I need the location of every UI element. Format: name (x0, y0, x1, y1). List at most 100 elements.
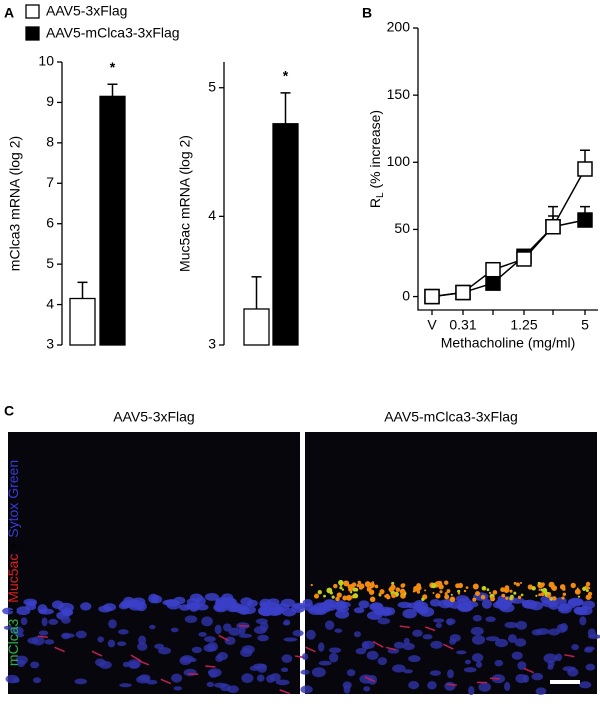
fiber (91, 650, 103, 657)
y-label-main: R (367, 198, 383, 208)
nucleus (548, 602, 559, 610)
nucleus (455, 595, 470, 603)
nucleus (154, 643, 165, 650)
fiber (279, 689, 290, 695)
granule (416, 590, 421, 594)
series-line (431, 219, 586, 298)
stain-label: mClca3 + Muc5ac + Sytox Green (5, 460, 21, 666)
nucleus (366, 650, 379, 660)
granule (457, 589, 461, 593)
y-tick-label: 200 (387, 19, 411, 35)
nucleus (579, 681, 592, 689)
granule (343, 580, 350, 587)
x-tick-label: 5 (581, 317, 589, 333)
nucleus (108, 619, 117, 629)
x-tick-label: 0.31 (449, 317, 476, 333)
y-tick-label: 9 (46, 93, 54, 109)
nucleus (195, 596, 206, 606)
nucleus (44, 639, 55, 645)
granule (531, 586, 536, 591)
granule (379, 589, 385, 595)
nucleus (475, 661, 483, 668)
nucleus (260, 603, 274, 612)
nucleus (470, 626, 484, 636)
stain-part: + (5, 538, 21, 554)
granule (587, 591, 593, 597)
nucleus (478, 682, 492, 692)
nucleus (15, 655, 28, 665)
nucleus (103, 603, 117, 612)
nucleus (61, 632, 71, 640)
granule (472, 583, 479, 590)
nucleus (75, 630, 87, 639)
granule (369, 596, 376, 603)
y-tick-label: 5 (208, 78, 216, 94)
nucleus (535, 687, 547, 695)
nucleus (149, 624, 156, 630)
nucleus (338, 601, 351, 608)
nucleus (253, 626, 267, 635)
nucleus (547, 665, 554, 670)
nucleus (80, 602, 92, 611)
y-tick-label: 0 (402, 287, 410, 303)
nucleus (384, 607, 396, 616)
nucleus (377, 617, 391, 625)
nucleus (48, 618, 59, 626)
nucleus (117, 641, 127, 647)
fiber (385, 646, 397, 651)
nucleus (403, 669, 413, 674)
granule (538, 593, 542, 597)
fiber (523, 667, 535, 674)
nucleus (283, 637, 298, 642)
nucleus (213, 602, 229, 613)
nucleus (511, 651, 523, 660)
nucleus (98, 660, 112, 669)
granule (444, 594, 450, 600)
granule (509, 589, 513, 593)
nucleus (555, 597, 567, 606)
nucleus (343, 684, 351, 694)
granule (449, 596, 456, 603)
nucleus (522, 674, 530, 683)
granule (500, 587, 506, 593)
y-tick-label: 4 (208, 207, 216, 223)
nucleus (471, 634, 486, 645)
nucleus (522, 599, 538, 610)
nucleus (51, 600, 64, 610)
nucleus (449, 634, 461, 642)
marker (455, 284, 471, 301)
significance-mark: * (110, 59, 116, 75)
nucleus (318, 660, 332, 666)
granule (505, 596, 509, 600)
granule (535, 594, 538, 597)
fiber (37, 635, 48, 638)
granule (445, 581, 449, 585)
nucleus (548, 628, 560, 636)
granule (432, 592, 435, 595)
nucleus (191, 646, 203, 654)
fiber (218, 634, 230, 642)
nucleus (574, 606, 588, 616)
granule (513, 591, 517, 595)
granule (338, 579, 344, 586)
nucleus (329, 652, 339, 663)
fiber (238, 624, 249, 628)
y-tick-label: 4 (46, 295, 54, 311)
nucleus (138, 635, 147, 645)
fiber (443, 643, 454, 650)
y-tick-label: 3 (46, 336, 54, 352)
granule (365, 583, 370, 588)
nucleus (214, 624, 222, 635)
nucleus (119, 683, 132, 688)
nucleus (74, 678, 87, 685)
nucleus (361, 640, 375, 649)
nucleus (179, 604, 191, 611)
granule (585, 589, 589, 593)
nucleus (26, 600, 37, 607)
fiber (188, 672, 199, 675)
y-axis-label: RL (% increase) (367, 110, 386, 208)
fiber (138, 660, 150, 666)
nucleus (358, 600, 370, 609)
nucleus (515, 620, 528, 630)
marker (577, 212, 593, 228)
